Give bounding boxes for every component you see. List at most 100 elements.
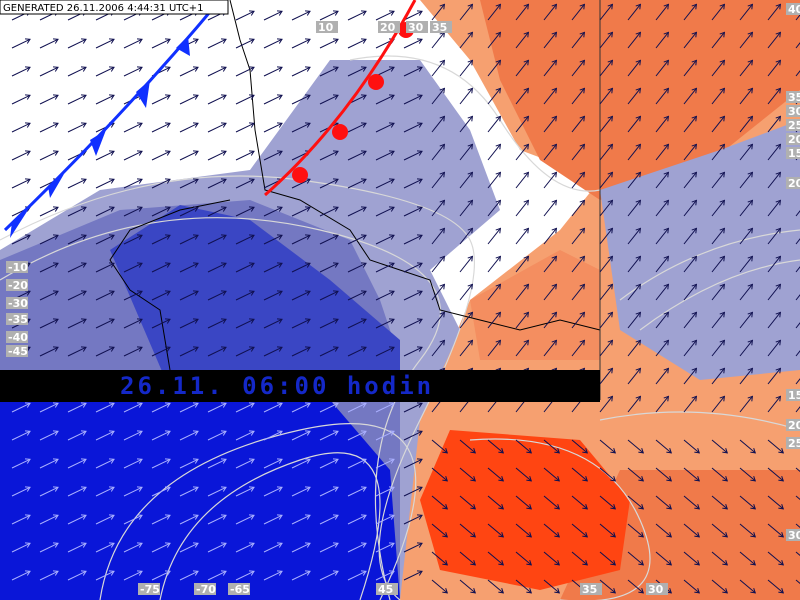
wind-arrow (711, 283, 726, 301)
wind-arrow (319, 38, 339, 49)
arrow-head (554, 559, 561, 566)
wind-arrow (347, 38, 367, 49)
arrow-head (248, 150, 255, 156)
wind-arrow (263, 514, 283, 525)
wind-arrow (459, 115, 474, 133)
arrow-head (80, 318, 87, 324)
arrow-head (248, 570, 255, 576)
arrow-shaft (515, 467, 532, 482)
arrow-shaft (459, 256, 473, 273)
arrow-head (360, 10, 367, 16)
wind-arrow (95, 542, 115, 553)
wind-arrow (235, 122, 255, 133)
arrow-shaft (795, 579, 800, 585)
arrow-head (388, 178, 395, 184)
wind-arrow (627, 199, 642, 217)
arrow-head (467, 3, 474, 10)
arrow-shaft (235, 346, 255, 357)
wind-arrow (459, 523, 477, 538)
arrow-shaft (319, 346, 339, 357)
arrow-head (388, 262, 395, 268)
arrow-head (388, 206, 395, 212)
wind-arrow (739, 495, 757, 510)
arrow-shaft (459, 439, 476, 454)
arrow-head (360, 514, 367, 520)
wind-arrow (711, 367, 726, 385)
arrow-shaft (571, 495, 588, 510)
wind-arrow (39, 486, 59, 497)
arrow-head (666, 447, 673, 454)
arrow-head (360, 430, 367, 436)
wind-arrow (655, 171, 670, 189)
arrow-shaft (711, 256, 725, 273)
arrow-head (778, 447, 785, 454)
arrow-shaft (543, 579, 560, 594)
arrow-head (108, 346, 115, 352)
wind-arrow (151, 486, 171, 497)
arrow-head (635, 199, 642, 206)
wind-arrow (795, 210, 800, 217)
wind-arrow (431, 311, 446, 329)
wind-arrow (291, 38, 311, 49)
arrow-head (332, 66, 339, 72)
arrow-shaft (739, 467, 756, 482)
contour-lines (0, 55, 800, 600)
arrow-head (551, 87, 558, 94)
wind-arrow (403, 486, 423, 497)
arrow-shaft (151, 570, 171, 581)
wind-arrow (39, 66, 59, 77)
arrow-head (722, 587, 729, 594)
wind-arrow (347, 122, 367, 133)
arrow-shaft (431, 551, 448, 566)
wind-arrow (347, 542, 367, 553)
arrow-shaft (235, 10, 255, 21)
wind-arrow (711, 115, 726, 133)
wind-arrow (767, 255, 782, 273)
arrow-head (192, 178, 199, 184)
arrow-shaft (95, 150, 115, 161)
wind-arrow (403, 290, 423, 301)
wind-arrow (319, 570, 339, 581)
wind-arrow (767, 439, 785, 454)
arrow-shaft (487, 439, 504, 454)
arrow-head (551, 311, 558, 318)
arrow-head (750, 475, 757, 482)
wind-arrow (39, 262, 59, 273)
arrow-head (192, 514, 199, 520)
arrow-head (108, 486, 115, 492)
arrow-head (360, 150, 367, 156)
arrow-head (747, 339, 754, 346)
arrow-shaft (207, 150, 227, 161)
wind-arrow (599, 143, 614, 161)
wind-arrow (319, 318, 339, 329)
wind-arrow (319, 542, 339, 553)
arrow-head (694, 531, 701, 538)
arrow-shaft (403, 94, 423, 105)
arrow-shaft (347, 262, 367, 273)
wind-arrow (711, 579, 729, 594)
wind-arrow (347, 66, 367, 77)
arrow-shaft (767, 579, 784, 594)
arrow-shaft (627, 312, 641, 329)
arrow-head (192, 458, 199, 464)
wind-arrow (263, 66, 283, 77)
wind-arrow (291, 206, 311, 217)
arrow-head (747, 115, 754, 122)
wind-arrow (403, 458, 423, 469)
arrow-head (495, 171, 502, 178)
wind-arrow (599, 227, 614, 245)
arrow-shaft (711, 200, 725, 217)
wind-arrow (543, 3, 558, 21)
arrow-shaft (487, 340, 501, 357)
wind-arrow (67, 206, 87, 217)
wind-arrow (711, 3, 726, 21)
wind-arrow (459, 87, 474, 105)
arrow-head (388, 66, 395, 72)
arrow-shaft (207, 206, 227, 217)
wind-arrow (39, 514, 59, 525)
wind-arrow (655, 551, 673, 566)
wind-arrow (487, 523, 505, 538)
arrow-shaft (655, 60, 669, 77)
arrow-shaft (11, 486, 31, 497)
arrow-shaft (767, 340, 781, 357)
